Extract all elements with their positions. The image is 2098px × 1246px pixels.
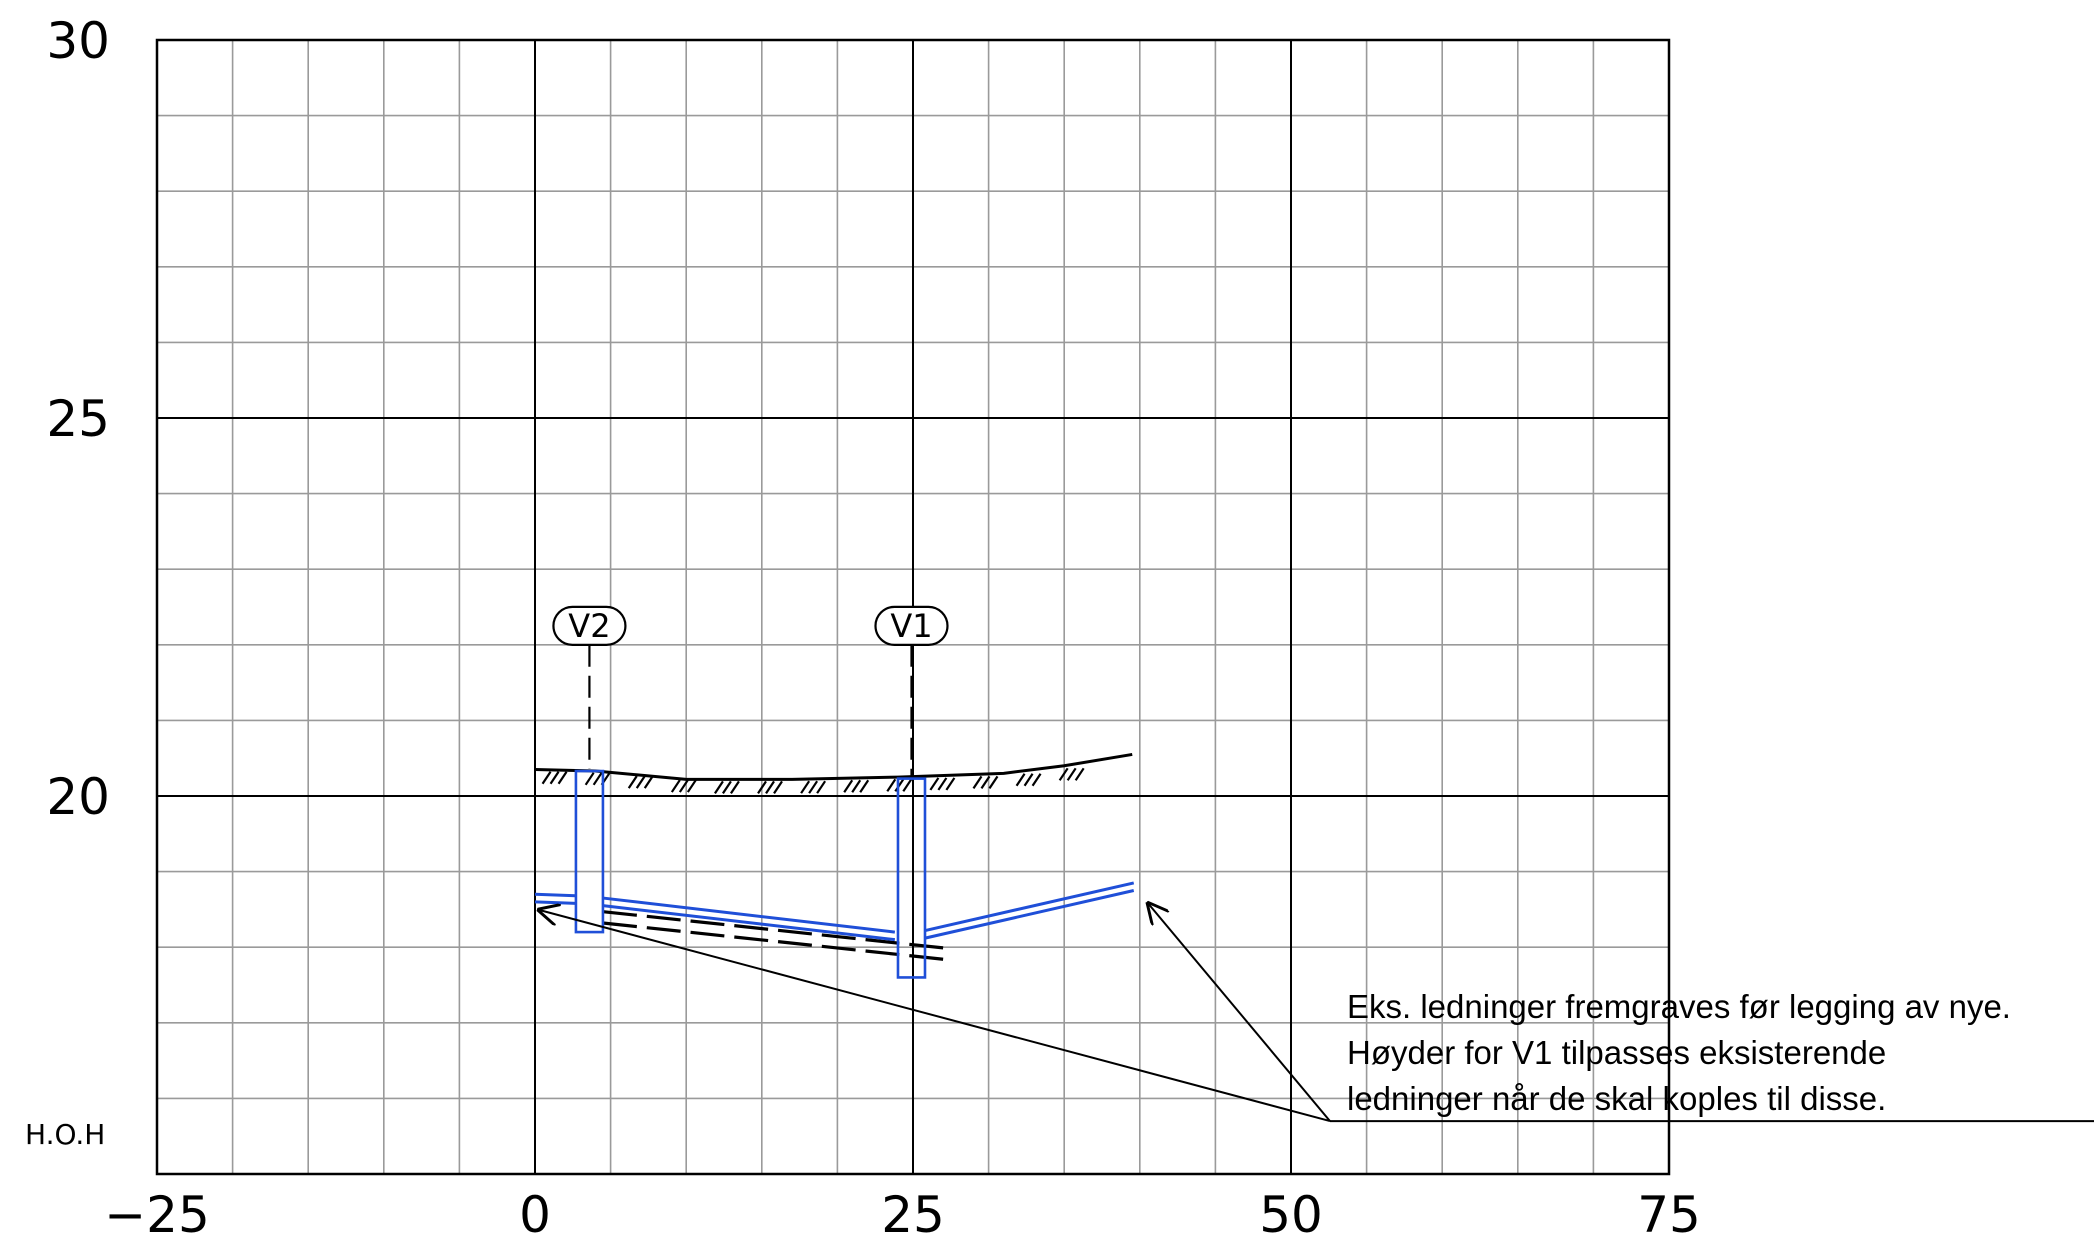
existing-pipes bbox=[602, 910, 951, 962]
terrain-hatch bbox=[1023, 773, 1034, 787]
annotation: Eks. ledninger fremgraves før legging av… bbox=[537, 902, 2094, 1123]
manholes: V2 V1 bbox=[552, 605, 949, 979]
terrain-hatch bbox=[972, 775, 983, 790]
x-tick-label: 75 bbox=[1637, 1186, 1701, 1244]
manhole-v1: V1 bbox=[874, 605, 949, 979]
pipe-v1-east-lower bbox=[924, 889, 1135, 940]
terrain-hatch bbox=[730, 780, 740, 794]
terrain-hatch bbox=[627, 775, 638, 789]
terrain-hatch bbox=[722, 780, 732, 794]
terrain-hatch bbox=[584, 772, 595, 786]
pipe-v2-v1-lower bbox=[602, 904, 896, 942]
manhole-shaft bbox=[574, 769, 605, 934]
x-tick-labels: −25 0 25 50 75 bbox=[104, 1186, 1701, 1244]
existing-upper bbox=[602, 910, 951, 951]
existing-lower bbox=[602, 921, 951, 962]
manhole-v2: V2 bbox=[552, 605, 627, 934]
terrain-hatch bbox=[886, 778, 897, 792]
manhole-label-bubble bbox=[874, 605, 949, 647]
manhole-label: V1 bbox=[890, 607, 932, 645]
terrain-hatch bbox=[808, 780, 819, 794]
terrain-hatch bbox=[541, 771, 552, 785]
terrain-hatch bbox=[894, 778, 905, 792]
terrain-hatch bbox=[592, 772, 603, 786]
terrain-hatch bbox=[816, 780, 827, 794]
x-tick-label: 0 bbox=[519, 1186, 551, 1244]
manhole-shaft bbox=[896, 777, 927, 979]
y-tick-label: 25 bbox=[46, 390, 110, 448]
manhole-label: V2 bbox=[568, 607, 610, 645]
pipe-v2-v1-upper bbox=[602, 896, 896, 934]
terrain-hatch bbox=[843, 779, 854, 793]
terrain-hatch bbox=[686, 779, 697, 793]
terrain-hatch bbox=[988, 775, 999, 790]
terrain-hatch bbox=[902, 778, 913, 792]
terrain-hatch bbox=[757, 780, 767, 794]
terrain-hatch bbox=[557, 771, 568, 785]
pipe-west-lower bbox=[534, 900, 576, 905]
terrain-surface bbox=[534, 752, 1133, 794]
terrain-hatch bbox=[678, 779, 689, 793]
terrain-hatch bbox=[851, 779, 862, 793]
annotation-line: Høyder for V1 tilpasses eksisterende bbox=[1347, 1034, 1886, 1071]
terrain-hatch bbox=[929, 777, 940, 791]
x-tick-label: −25 bbox=[104, 1186, 210, 1244]
annotation-arrow bbox=[1147, 902, 1331, 1122]
terrain-hatch bbox=[773, 780, 783, 794]
terrain-hatch bbox=[1058, 767, 1069, 781]
terrain-hatch bbox=[670, 779, 681, 793]
x-tick-label: 50 bbox=[1259, 1186, 1323, 1244]
terrain-hatch bbox=[549, 771, 560, 785]
terrain-hatch bbox=[859, 779, 870, 793]
pipe-west-upper bbox=[534, 892, 576, 898]
annotation-arrow bbox=[537, 909, 1331, 1123]
terrain-hatch bbox=[945, 777, 956, 791]
terrain-hatch bbox=[1066, 767, 1077, 781]
terrain-hatch bbox=[1015, 773, 1026, 787]
y-unit-label: H.O.H bbox=[25, 1118, 105, 1151]
annotation-line: ledninger når de skal koples til disse. bbox=[1347, 1080, 1886, 1117]
terrain-hatch bbox=[643, 775, 654, 789]
y-tick-labels: 20 25 30 bbox=[46, 12, 110, 826]
terrain-hatch bbox=[800, 780, 811, 794]
annotation-line: Eks. ledninger fremgraves før legging av… bbox=[1347, 988, 2011, 1025]
terrain-hatch bbox=[980, 775, 991, 790]
terrain-hatch bbox=[765, 780, 775, 794]
terrain-hatch bbox=[1074, 767, 1085, 781]
new-pipes bbox=[534, 881, 1135, 942]
terrain-hatch bbox=[714, 780, 724, 794]
plot-frame bbox=[155, 38, 1671, 1176]
terrain-hatch bbox=[1031, 773, 1042, 787]
y-tick-label: 30 bbox=[46, 12, 110, 70]
pipe-v1-east-upper bbox=[924, 881, 1135, 933]
manhole-label-bubble bbox=[552, 605, 627, 647]
y-tick-label: 20 bbox=[46, 768, 110, 826]
terrain-hatch bbox=[937, 777, 948, 791]
terrain-line bbox=[534, 752, 1133, 781]
x-tick-label: 25 bbox=[881, 1186, 945, 1244]
terrain-hatch bbox=[635, 775, 646, 789]
